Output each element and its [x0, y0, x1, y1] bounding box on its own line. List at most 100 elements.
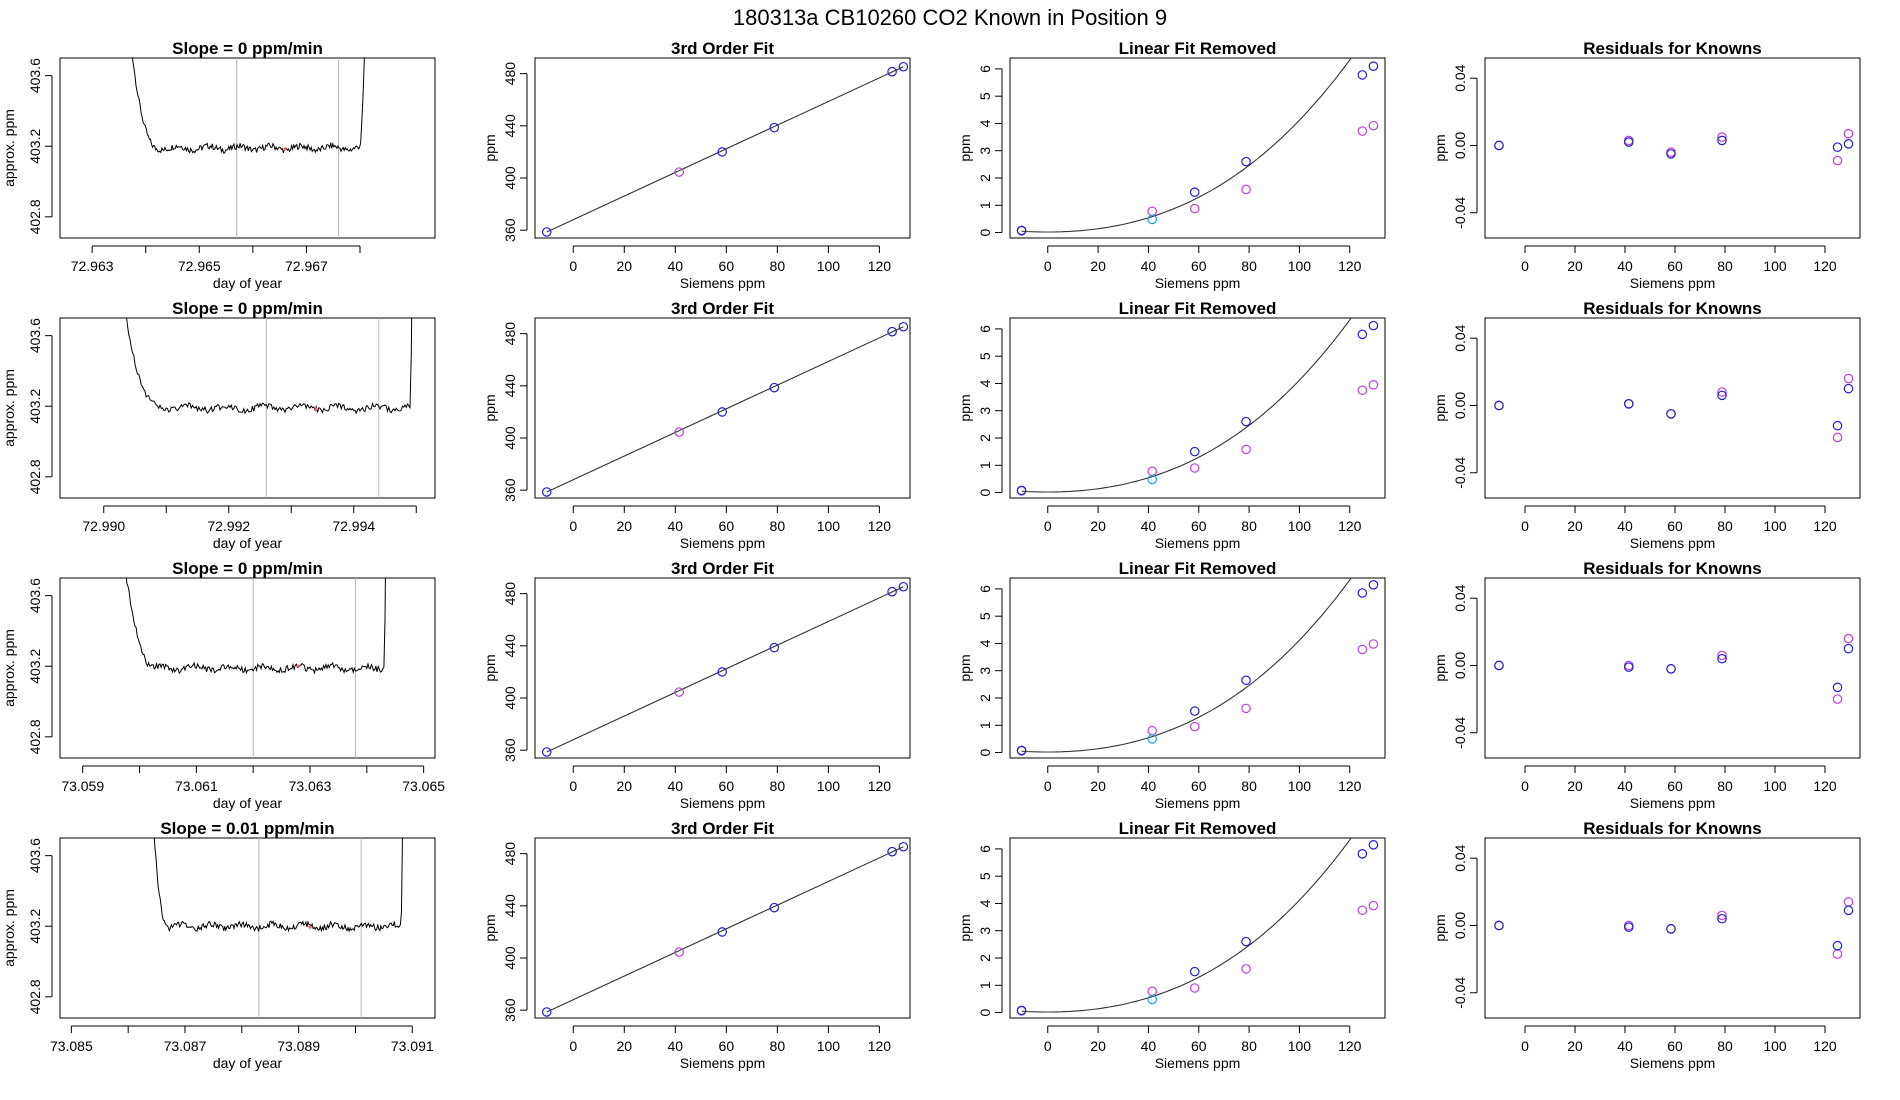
y-axis: 402.8 403.2 403.6: [27, 58, 53, 234]
fit-point: [1666, 664, 1676, 674]
raw-point: [1357, 126, 1368, 136]
raw-point: [674, 427, 684, 437]
trace-line: [126, 318, 413, 415]
y-axis-label: ppm: [957, 914, 973, 941]
raw-point: [1717, 910, 1727, 921]
panel-residuals-r4: Residuals for Knowns 0 20 40 60 80 100 120 Sieme…: [1432, 819, 1861, 1071]
x-tick-label: 80: [1717, 778, 1733, 794]
x-tick-label: 73.085: [50, 1038, 93, 1054]
x-tick-label: 20: [1567, 258, 1583, 274]
plot-area: [132, 58, 365, 238]
y-tick-label: 3: [977, 927, 993, 935]
x-tick-label: 40: [668, 778, 684, 794]
x-tick-label: 100: [817, 258, 841, 274]
x-tick-label: 72.992: [207, 518, 250, 534]
raw-point: [674, 687, 684, 697]
x-axis-label: Siemens ppm: [1630, 795, 1716, 811]
y-axis: 0 1 2 3 4 5 6: [977, 585, 1003, 756]
x-tick-label: 120: [868, 1038, 892, 1054]
raw-point: [1717, 387, 1727, 397]
x-tick-label: 100: [1288, 1038, 1312, 1054]
plot-area: [125, 578, 386, 758]
x-axis: 73.085 73.087 73.089 73.091: [50, 1025, 434, 1054]
plot-area: [1494, 128, 1854, 166]
fit-point: [1494, 920, 1504, 931]
panel-title: Linear Fit Removed: [1119, 819, 1277, 838]
x-axis: 0 20 40 60 80 100 120: [569, 765, 892, 794]
y-tick-label: -0.04: [1452, 977, 1468, 1009]
fit-line: [546, 326, 904, 493]
y-tick-label: 360: [502, 738, 518, 762]
y-tick-label: 1: [977, 201, 993, 209]
fit-point: [1832, 420, 1843, 431]
panel-fit-r3: 3rd Order Fit 0 20 40 60 80 100 120 Siemens ppm 3…: [482, 559, 911, 811]
plot-frame: [534, 317, 911, 499]
x-tick-label: 20: [1090, 778, 1106, 794]
panel-title: Linear Fit Removed: [1119, 559, 1277, 578]
x-tick-label: 120: [1813, 778, 1837, 794]
y-tick-label: 6: [977, 325, 993, 333]
fit-point: [717, 147, 728, 157]
raw-point: [1368, 380, 1379, 390]
trace-marker: [308, 925, 312, 929]
plot-frame: [534, 577, 911, 759]
y-tick-label: 400: [502, 686, 518, 710]
x-tick-label: 100: [1763, 258, 1787, 274]
plot-frame: [1009, 317, 1386, 499]
x-axis-label: day of year: [213, 275, 283, 291]
x-tick-label: 20: [616, 518, 632, 534]
raw-point: [1189, 203, 1200, 214]
x-tick-label: 120: [868, 778, 892, 794]
fit-point: [1666, 409, 1676, 419]
x-tick-label: 60: [719, 518, 735, 534]
y-tick-label: 403.6: [27, 838, 43, 873]
x-tick-label: 0: [569, 258, 577, 274]
fit-line: [546, 66, 904, 233]
plot-area: [541, 841, 909, 1017]
fit-point: [1368, 61, 1379, 71]
x-axis: 0 20 40 60 80 100 120: [1521, 765, 1837, 794]
y-tick-label: 403.6: [27, 318, 43, 353]
x-axis-label: Siemens ppm: [680, 795, 766, 811]
x-tick-label: 40: [1617, 778, 1633, 794]
raw-point: [1147, 206, 1157, 217]
y-axis-label: ppm: [482, 134, 498, 161]
raw-point: [1843, 373, 1854, 384]
raw-point: [1357, 644, 1368, 655]
fit-point: [1189, 966, 1200, 977]
panel-title: Linear Fit Removed: [1119, 39, 1277, 58]
panel-title: Slope = 0 ppm/min: [172, 299, 323, 318]
fit-point: [1832, 940, 1843, 951]
x-tick-label: 60: [1667, 258, 1683, 274]
fit-point: [1368, 840, 1379, 850]
y-axis: 0 1 2 3 4 5 6: [977, 65, 1003, 236]
y-tick-label: 3: [977, 407, 993, 415]
x-tick-label: 73.087: [164, 1038, 207, 1054]
fit-point: [1832, 682, 1843, 693]
highlight-point: [1147, 214, 1157, 225]
x-axis-label: Siemens ppm: [1630, 275, 1716, 291]
y-tick-label: 2: [977, 174, 993, 182]
x-tick-label: 80: [1241, 1038, 1257, 1054]
plot-frame: [534, 837, 911, 1019]
panel-title: 3rd Order Fit: [671, 39, 774, 58]
y-axis-label: ppm: [482, 394, 498, 421]
x-tick-label: 80: [770, 258, 786, 274]
x-axis: 0 20 40 60 80 100 120: [1044, 505, 1362, 534]
trace-marker: [314, 407, 318, 411]
raw-point: [1147, 725, 1157, 736]
raw-point: [1368, 900, 1379, 911]
x-tick-label: 73.063: [289, 778, 332, 794]
raw-point: [1832, 949, 1843, 959]
x-tick-label: 80: [1717, 518, 1733, 534]
fit-point: [1016, 225, 1027, 236]
raw-point: [1717, 650, 1727, 661]
x-tick-label: 100: [817, 778, 841, 794]
x-axis: 0 20 40 60 80 100 120: [569, 505, 891, 534]
plot-area: [126, 318, 413, 498]
x-tick-label: 80: [770, 518, 786, 534]
x-axis-label: Siemens ppm: [1155, 275, 1241, 291]
